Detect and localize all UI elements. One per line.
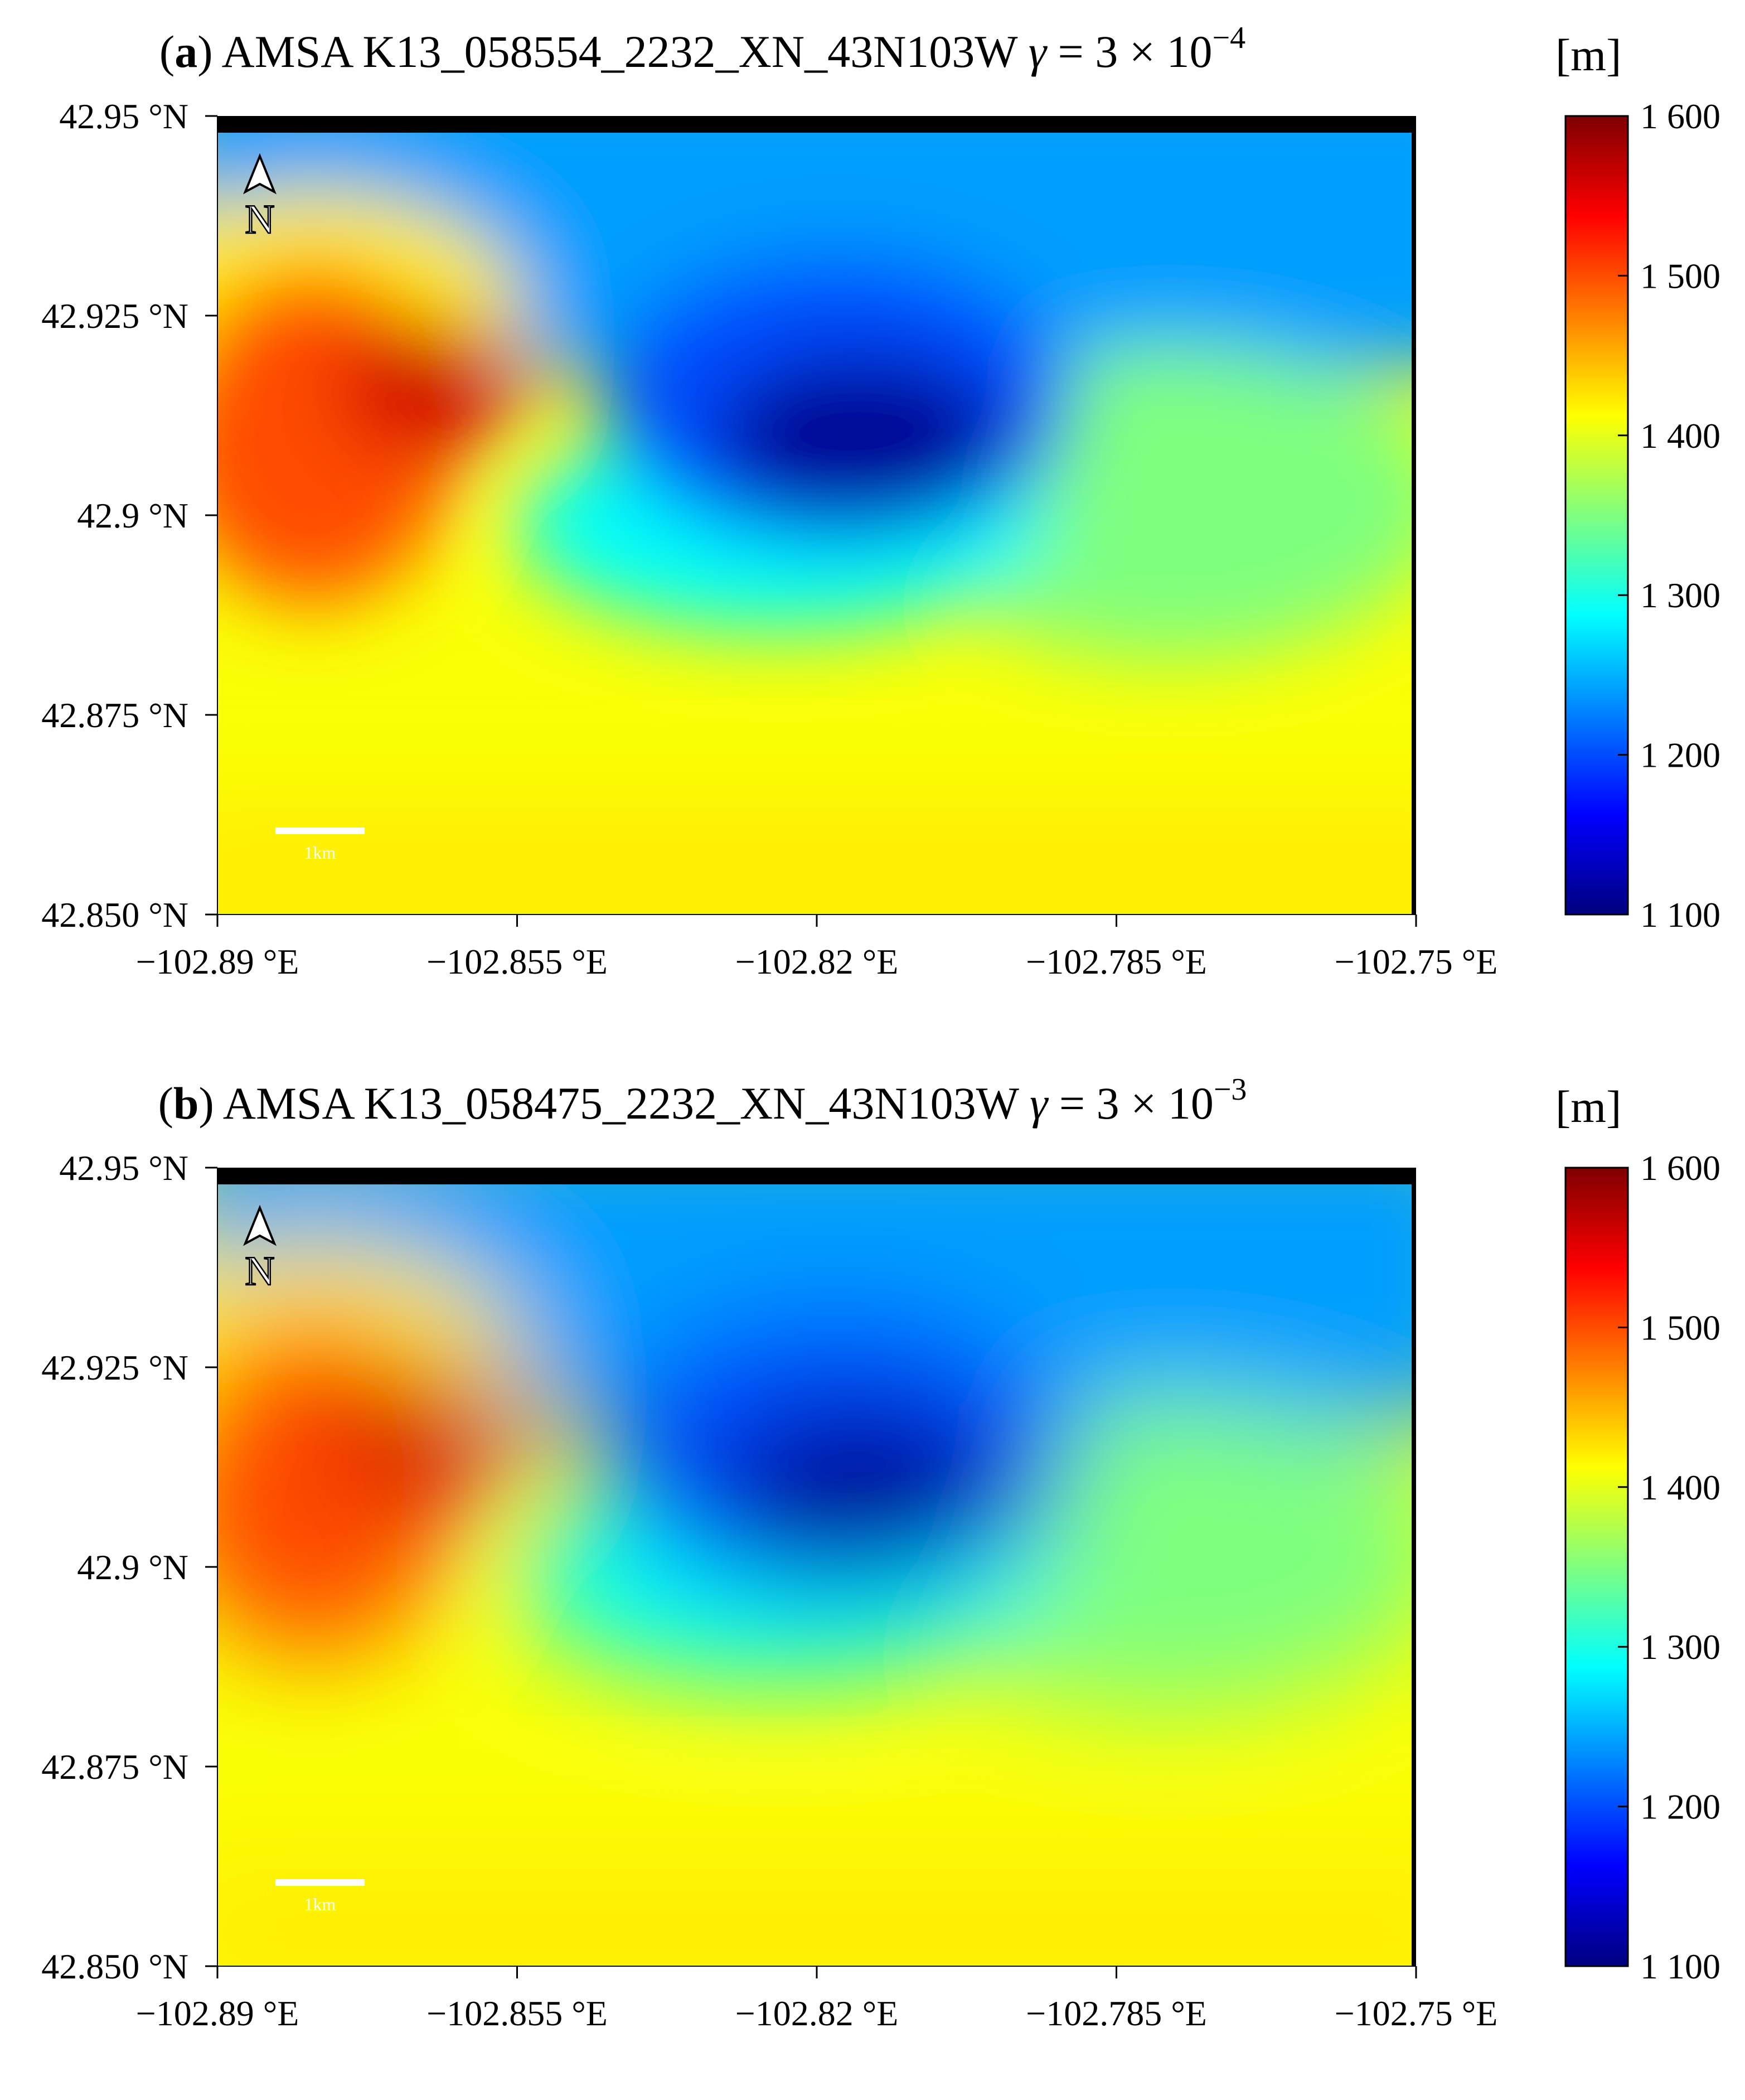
lat-tick-label: 42.875 °N [41,1747,188,1787]
panel-title: (b) AMSA K13_058475_2232_XN_43N103W γ = … [158,1072,1247,1129]
lat-tick-label: 42.95 °N [59,96,188,136]
lon-tick-label: −102.89 °E [136,942,299,981]
panel-label: b [173,1078,199,1129]
colorbar-tick-label: 1 200 [1640,1787,1720,1827]
svg-text:N: N [245,1249,274,1294]
colorbar-tick-label: 1 200 [1640,736,1720,775]
colorbar-tick-label: 1 600 [1640,1148,1720,1188]
scale-bar-label: 1km [304,843,336,863]
lat-tick-label: 42.95 °N [59,1148,188,1188]
north-arrow-icon: N [243,1204,277,1295]
map-panel-a: (a) AMSA K13_058554_2232_XN_43N103W γ = … [0,0,1745,1048]
lon-tick-label: −102.75 °E [1335,942,1498,981]
colorbar-tick-label: 1 100 [1640,1947,1720,1986]
colorbar-tick-label: 1 100 [1640,895,1720,935]
svg-text:N: N [245,197,274,243]
colorbar [1564,1167,1629,1967]
lat-tick-label: 42.850 °N [41,1947,188,1986]
lat-tick-label: 42.875 °N [41,695,188,735]
map-border-right [1412,116,1416,914]
lon-tick-label: −102.785 °E [1026,942,1207,981]
map-figure: N 1km 42.95 °N 42.925 °N 42.9 °N 42.875 °N 42.… [41,96,1720,981]
lat-tick-label: 42.925 °N [41,1348,188,1387]
scale-bar [275,828,365,834]
depression [714,357,1005,514]
colorbar-tick-label: 1 500 [1640,256,1720,296]
lat-tick-label: 42.850 °N [41,895,188,935]
gamma-value: = 3 × 10 [1059,1078,1214,1129]
lat-tick-label: 42.9 °N [77,496,188,535]
map-border-right [1412,1168,1416,1966]
colorbar-unit: [m] [1555,1081,1622,1132]
gamma-symbol: γ [1028,26,1047,77]
panel-title: (a) AMSA K13_058554_2232_XN_43N103W γ = … [159,21,1246,77]
gamma-exponent: −3 [1213,1072,1247,1107]
lon-tick-label: −102.82 °E [735,1993,899,2033]
colorbar-tick-label: 1 500 [1640,1308,1720,1347]
scale-bar [275,1879,365,1886]
gamma-value: = 3 × 10 [1058,26,1213,77]
lat-tick-label: 42.9 °N [77,1547,188,1587]
panel-title-text: AMSA K13_058554_2232_XN_43N103W [221,26,1017,77]
colorbar [1564,115,1629,916]
lat-tick-label: 42.925 °N [41,296,188,336]
lon-tick-label: −102.855 °E [426,1993,608,2033]
map-panel-b: (b) AMSA K13_058475_2232_XN_43N103W γ = … [0,1052,1745,2100]
lon-tick-label: −102.75 °E [1335,1993,1498,2033]
lon-tick-label: −102.785 °E [1026,1993,1207,2033]
lon-tick-label: −102.82 °E [735,942,899,981]
depression [714,1409,1005,1565]
north-arrow-icon: N [243,153,277,243]
map-figure: N 1km 42.95 °N 42.925 °N 42.9 °N 42.875 °N 42.… [41,1148,1720,2033]
gamma-symbol: γ [1030,1078,1048,1129]
panel-title-text: AMSA K13_058475_2232_XN_43N103W [222,1078,1019,1129]
colorbar-tick-label: 1 400 [1640,1468,1720,1507]
lon-tick-label: −102.855 °E [426,942,608,981]
lon-tick-label: −102.89 °E [136,1993,299,2033]
colorbar-tick-label: 1 300 [1640,575,1720,615]
colorbar-tick-label: 1 600 [1640,96,1720,136]
scale-bar-label: 1km [304,1894,336,1914]
colorbar-unit: [m] [1555,30,1622,80]
ridge [336,1372,526,1506]
gamma-exponent: −4 [1212,21,1246,55]
colorbar-tick-label: 1 300 [1640,1627,1720,1667]
map-border-top [217,116,1416,133]
elevation-map [217,116,1416,914]
elevation-map [217,1168,1416,1966]
ridge [336,320,526,454]
colorbar-tick-label: 1 400 [1640,416,1720,456]
panel-label: a [174,26,198,77]
map-border-top [217,1168,1416,1184]
